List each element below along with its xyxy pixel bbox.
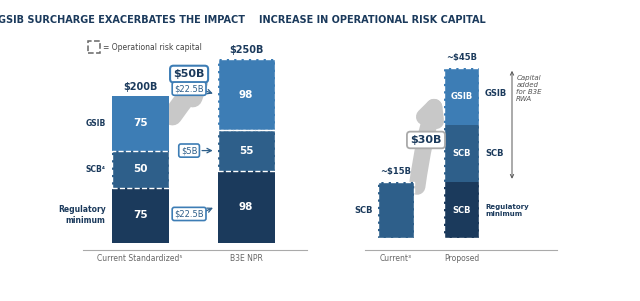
Bar	[218, 59, 275, 130]
Bar	[112, 151, 169, 188]
Bar	[378, 182, 414, 238]
Text: $50B: $50B	[173, 69, 205, 79]
Text: $30B: $30B	[410, 135, 442, 145]
Text: 98: 98	[239, 90, 253, 100]
Text: 55: 55	[239, 146, 253, 156]
Text: $22.5B: $22.5B	[174, 209, 204, 219]
Bar	[112, 188, 169, 243]
Bar	[218, 59, 275, 130]
Text: $250B: $250B	[229, 45, 263, 55]
Text: GSIB: GSIB	[85, 119, 106, 128]
Text: $22.5B: $22.5B	[174, 84, 204, 93]
Text: GSIB: GSIB	[451, 92, 472, 101]
Text: GSIB: GSIB	[485, 89, 508, 98]
Text: Regulatory
minimum: Regulatory minimum	[58, 205, 106, 225]
Text: GSIB SURCHARGE EXACERBATES THE IMPACT: GSIB SURCHARGE EXACERBATES THE IMPACT	[0, 15, 245, 25]
Bar	[444, 68, 479, 238]
Text: $5B: $5B	[181, 146, 197, 155]
Bar	[218, 130, 275, 171]
Bar	[444, 125, 479, 182]
Text: SCB: SCB	[485, 149, 504, 158]
Text: Capital
added
for B3E
RWA: Capital added for B3E RWA	[516, 75, 542, 102]
Text: JPM believes that an RWA change of this magnitude requires corresponding adjustm: JPM believes that an RWA change of this …	[28, 276, 612, 287]
Text: 75: 75	[133, 210, 148, 220]
Bar	[218, 171, 275, 243]
Text: Regulatory
minimum: Regulatory minimum	[485, 203, 529, 216]
Bar	[378, 182, 414, 238]
Text: SCB: SCB	[354, 206, 372, 215]
Bar	[444, 68, 479, 125]
Text: = Operational risk capital: = Operational risk capital	[104, 43, 202, 52]
Text: 75: 75	[133, 119, 148, 129]
Bar	[112, 151, 169, 188]
Text: SCB⁴: SCB⁴	[86, 165, 106, 174]
Bar	[218, 130, 275, 171]
Text: 98: 98	[239, 202, 253, 212]
Text: SCB: SCB	[452, 149, 471, 158]
Text: 50: 50	[133, 164, 147, 174]
Text: INCREASE IN OPERATIONAL RISK CAPITAL: INCREASE IN OPERATIONAL RISK CAPITAL	[259, 15, 486, 25]
Bar	[112, 96, 169, 151]
Text: SCB: SCB	[452, 206, 471, 215]
Text: ~$15B: ~$15B	[381, 167, 412, 176]
Bar	[444, 182, 479, 238]
Bar	[88, 41, 100, 53]
Text: ~$45B: ~$45B	[446, 53, 477, 62]
Text: $200B: $200B	[123, 82, 157, 92]
